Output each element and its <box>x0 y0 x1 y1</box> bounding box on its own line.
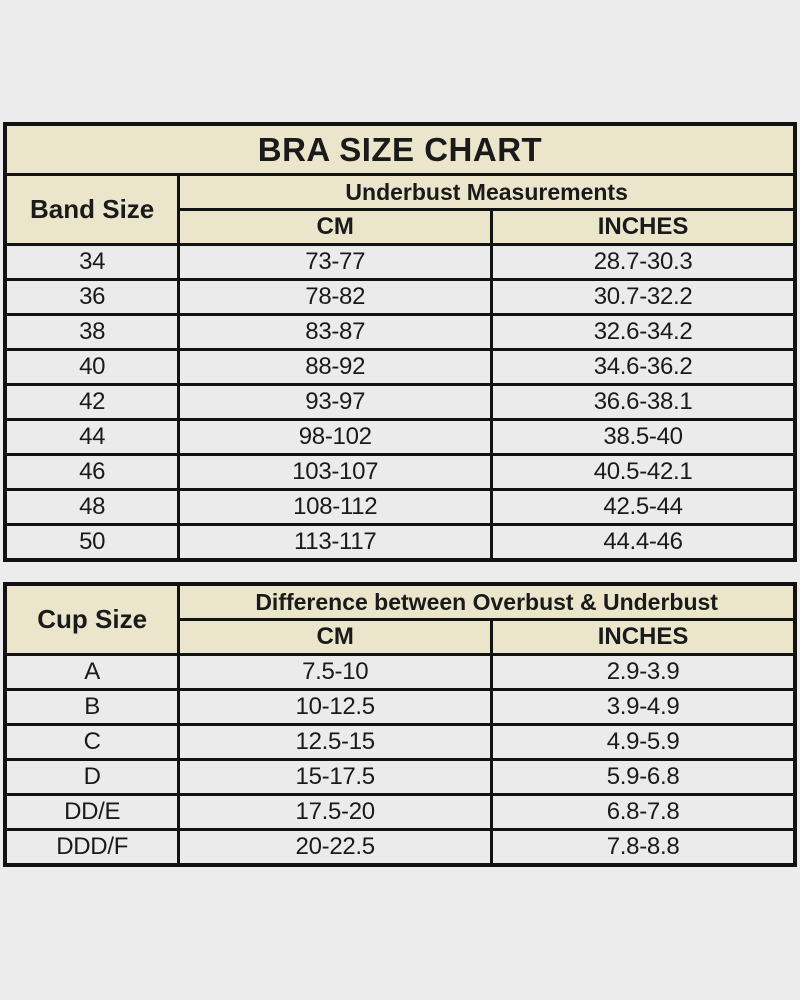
table-gap <box>0 562 800 582</box>
table-row: 48 108-112 42.5-44 <box>3 488 797 526</box>
value-cell: 17.5-20 <box>177 793 494 831</box>
value-cell: 28.7-30.3 <box>490 243 797 281</box>
row-label-cell: 36 <box>3 278 181 316</box>
value-cell: 32.6-34.2 <box>490 313 797 351</box>
cup-size-header: Cup Size <box>3 582 181 656</box>
difference-header: Difference between Overbust & Underbust <box>177 582 797 621</box>
value-cell: 98-102 <box>177 418 494 456</box>
value-cell: 7.8-8.8 <box>490 828 797 867</box>
row-label-cell: 40 <box>3 348 181 386</box>
row-label-cell: 38 <box>3 313 181 351</box>
value-cell: 38.5-40 <box>490 418 797 456</box>
chart-title-row: BRA SIZE CHART <box>3 122 797 176</box>
value-cell: 40.5-42.1 <box>490 453 797 491</box>
table-row: DDD/F 20-22.5 7.8-8.8 <box>3 828 797 867</box>
row-label-cell: D <box>3 758 181 796</box>
table-row: 40 88-92 34.6-36.2 <box>3 348 797 386</box>
value-cell: 30.7-32.2 <box>490 278 797 316</box>
band-size-header: Band Size <box>3 173 181 246</box>
row-label-cell: 48 <box>3 488 181 526</box>
table-row: DD/E 17.5-20 6.8-7.8 <box>3 793 797 831</box>
value-cell: 78-82 <box>177 278 494 316</box>
value-cell: 20-22.5 <box>177 828 494 867</box>
row-label-cell: DD/E <box>3 793 181 831</box>
value-cell: 3.9-4.9 <box>490 688 797 726</box>
cup-size-table-body: A 7.5-10 2.9-3.9 B 10-12.5 3.9-4.9 C 12.5-15 4.9… <box>3 653 797 867</box>
band-group-header-row: Band Size Underbust Measurements <box>3 173 797 246</box>
value-cell: 7.5-10 <box>177 653 494 691</box>
row-label-cell: 44 <box>3 418 181 456</box>
table-row: A 7.5-10 2.9-3.9 <box>3 653 797 691</box>
cm-column-header: CM <box>177 618 494 656</box>
value-cell: 2.9-3.9 <box>490 653 797 691</box>
value-cell: 88-92 <box>177 348 494 386</box>
inches-column-header: INCHES <box>490 208 797 246</box>
table-row: 36 78-82 30.7-32.2 <box>3 278 797 316</box>
inches-column-header: INCHES <box>490 618 797 656</box>
value-cell: 73-77 <box>177 243 494 281</box>
value-cell: 12.5-15 <box>177 723 494 761</box>
row-label-cell: 46 <box>3 453 181 491</box>
value-cell: 83-87 <box>177 313 494 351</box>
value-cell: 113-117 <box>177 523 494 562</box>
value-cell: 44.4-46 <box>490 523 797 562</box>
table-row: 46 103-107 40.5-42.1 <box>3 453 797 491</box>
value-cell: 10-12.5 <box>177 688 494 726</box>
table-row: 38 83-87 32.6-34.2 <box>3 313 797 351</box>
table-row: B 10-12.5 3.9-4.9 <box>3 688 797 726</box>
table-row: 50 113-117 44.4-46 <box>3 523 797 562</box>
row-label-cell: B <box>3 688 181 726</box>
band-size-table: BRA SIZE CHART Band Size Underbust Measu… <box>3 122 797 562</box>
value-cell: 6.8-7.8 <box>490 793 797 831</box>
underbust-measurements-header: Underbust Measurements <box>177 173 797 211</box>
band-size-table-body: 34 73-77 28.7-30.3 36 78-82 30.7-32.2 38 83-87 3… <box>3 243 797 562</box>
chart-title: BRA SIZE CHART <box>3 122 797 176</box>
row-label-cell: C <box>3 723 181 761</box>
value-cell: 34.6-36.2 <box>490 348 797 386</box>
table-row: 42 93-97 36.6-38.1 <box>3 383 797 421</box>
value-cell: 15-17.5 <box>177 758 494 796</box>
cup-column-header-row: CM INCHES <box>5 618 797 656</box>
bra-size-chart: BRA SIZE CHART Band Size Underbust Measu… <box>0 122 800 867</box>
value-cell: 5.9-6.8 <box>490 758 797 796</box>
table-row: 34 73-77 28.7-30.3 <box>3 243 797 281</box>
value-cell: 108-112 <box>177 488 494 526</box>
band-column-header-row: CM INCHES <box>5 208 797 246</box>
row-label-cell: A <box>3 653 181 691</box>
value-cell: 42.5-44 <box>490 488 797 526</box>
row-label-cell: DDD/F <box>3 828 181 867</box>
table-row: 44 98-102 38.5-40 <box>3 418 797 456</box>
cup-group-header-row: Cup Size Difference between Overbust & U… <box>3 582 797 656</box>
value-cell: 36.6-38.1 <box>490 383 797 421</box>
row-label-cell: 34 <box>3 243 181 281</box>
value-cell: 93-97 <box>177 383 494 421</box>
cup-size-table: Cup Size Difference between Overbust & U… <box>3 582 797 867</box>
table-row: C 12.5-15 4.9-5.9 <box>3 723 797 761</box>
value-cell: 103-107 <box>177 453 494 491</box>
value-cell: 4.9-5.9 <box>490 723 797 761</box>
row-label-cell: 42 <box>3 383 181 421</box>
row-label-cell: 50 <box>3 523 181 562</box>
table-row: D 15-17.5 5.9-6.8 <box>3 758 797 796</box>
cm-column-header: CM <box>177 208 494 246</box>
